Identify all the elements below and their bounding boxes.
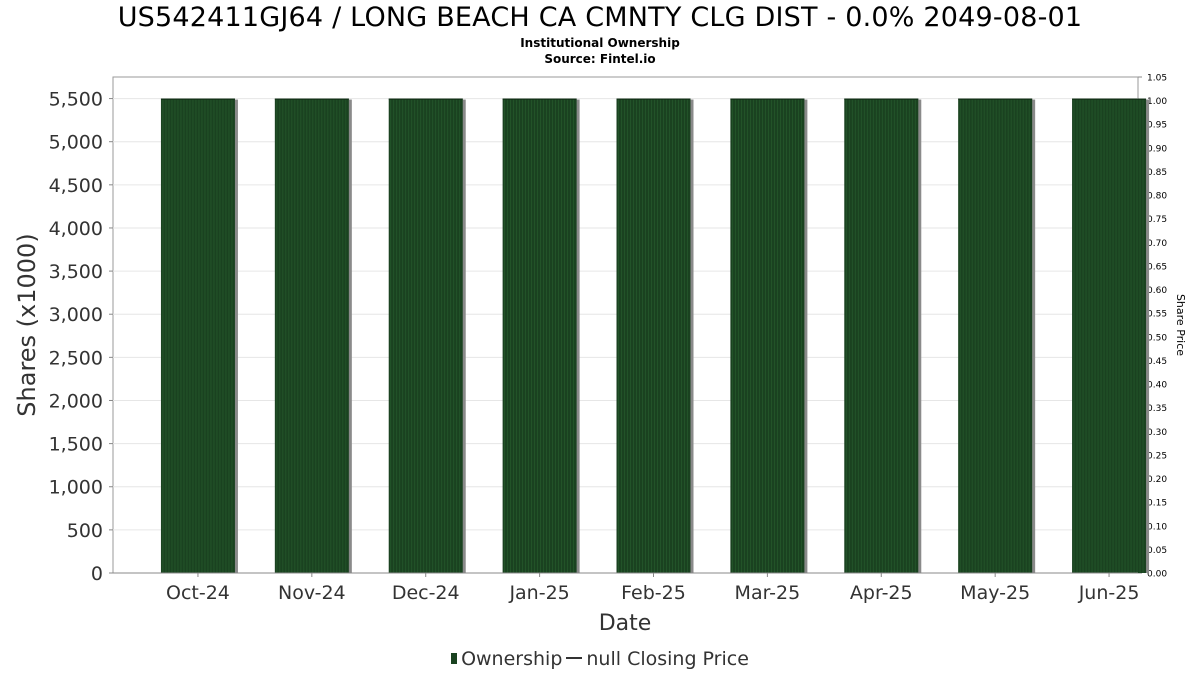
y2-tick-label: 0.95: [1147, 121, 1167, 131]
y-axis-title: Shares (x1000): [13, 233, 41, 416]
y-tick-label: 2,500: [49, 347, 103, 369]
y2-tick-label: 0.00: [1147, 570, 1167, 580]
x-tick-label: Apr-25: [850, 582, 913, 604]
y2-tick-label: 0.75: [1147, 215, 1167, 225]
x-axis-title: Date: [599, 611, 652, 636]
y2-tick-label: 0.85: [1147, 168, 1167, 178]
y-tick-label: 5,000: [49, 132, 103, 154]
price-legend-line: [566, 657, 583, 659]
y2-tick-label: 0.10: [1147, 522, 1167, 532]
x-tick-label: Jun-25: [1078, 582, 1140, 604]
x-tick-label: Oct-24: [166, 582, 230, 604]
y-tick-label: 2,000: [49, 390, 103, 412]
y2-tick-label: 1.05: [1147, 74, 1167, 84]
y-tick-label: 4,000: [49, 218, 103, 240]
x-tick-label: Mar-25: [735, 582, 801, 604]
y-tick-label: 1,000: [49, 477, 103, 499]
x-tick-label: Jan-25: [508, 582, 569, 604]
chart-legend: Ownership null Closing Price: [0, 646, 1200, 672]
chart-subtitle: Institutional Ownership: [520, 36, 680, 50]
y2-tick-label: 0.50: [1147, 333, 1167, 343]
y-tick-label: 0: [91, 563, 103, 585]
y2-tick-label: 0.40: [1147, 381, 1167, 391]
x-tick-label: Dec-24: [392, 582, 460, 604]
chart-title: US542411GJ64 / LONG BEACH CA CMNTY CLG D…: [117, 2, 1083, 33]
y2-tick-label: 1.00: [1147, 97, 1167, 107]
y2-tick-label: 0.30: [1147, 428, 1167, 438]
y-tick-label: 5,500: [49, 89, 103, 111]
y2-tick-label: 0.90: [1147, 144, 1167, 154]
y2-tick-label: 0.05: [1147, 546, 1167, 556]
y2-tick-label: 0.60: [1147, 286, 1167, 296]
y2-tick-label: 0.70: [1147, 239, 1167, 249]
y-tick-label: 3,000: [49, 304, 103, 326]
y-tick-label: 4,500: [49, 175, 103, 197]
y-tick-label: 3,500: [49, 261, 103, 283]
y2-tick-label: 0.25: [1147, 451, 1167, 461]
chart-source: Source: Fintel.io: [544, 52, 656, 66]
y2-tick-label: 0.45: [1147, 357, 1167, 367]
ownership-legend-label: Ownership: [461, 648, 563, 670]
x-tick-label: Nov-24: [278, 582, 346, 604]
y2-tick-label: 0.80: [1147, 192, 1167, 202]
y-tick-label: 1,500: [49, 434, 103, 456]
y2-axis-title: Share Price: [1174, 294, 1187, 356]
y2-tick-label: 0.35: [1147, 404, 1167, 414]
y2-tick-label: 0.65: [1147, 262, 1167, 272]
y2-tick-label: 0.20: [1147, 475, 1167, 485]
price-legend-label: null Closing Price: [586, 648, 749, 670]
x-tick-label: May-25: [960, 582, 1030, 604]
y2-tick-label: 0.15: [1147, 499, 1167, 509]
y2-tick-label: 0.55: [1147, 310, 1167, 320]
x-tick-label: Feb-25: [621, 582, 686, 604]
ownership-legend-swatch: [451, 652, 458, 664]
y-tick-label: 500: [67, 520, 103, 542]
